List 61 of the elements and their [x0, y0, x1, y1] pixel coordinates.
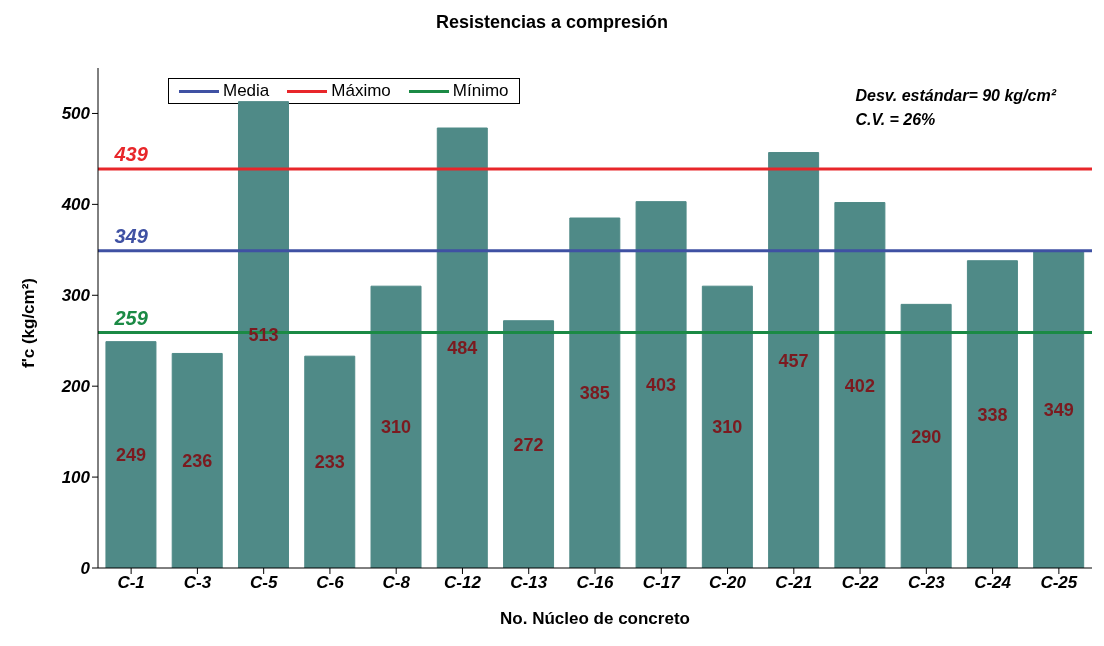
bar: [237, 101, 289, 568]
bar: [635, 201, 687, 568]
data-label: 236: [182, 451, 213, 472]
data-label: 385: [579, 383, 610, 404]
bar: [768, 152, 820, 568]
data-label: 310: [712, 417, 743, 438]
annotation: 349: [114, 224, 149, 247]
data-label: 233: [314, 452, 345, 473]
data-label: 402: [844, 375, 875, 396]
bar: [171, 352, 223, 568]
data-label: 272: [513, 434, 544, 455]
x-tick-label: C-20: [709, 573, 747, 593]
bar: [304, 355, 356, 568]
bar: [105, 341, 157, 568]
data-label: 349: [1043, 399, 1074, 420]
legend-label: Mínimo: [451, 81, 509, 101]
data-label: 403: [646, 375, 677, 396]
x-tick-label: C-17: [642, 573, 682, 593]
bar: [701, 285, 753, 568]
x-tick-label: C-12: [444, 573, 482, 593]
y-tick-label: 0: [80, 559, 91, 579]
legend-label: Máximo: [330, 81, 391, 101]
annotation: Desv. estándar= 90 kg/cm²: [855, 86, 1056, 106]
data-label: 457: [778, 350, 809, 371]
y-tick-label: 300: [61, 286, 91, 306]
x-tick-label: C-24: [974, 573, 1012, 593]
x-tick-label: C-8: [382, 573, 411, 593]
y-tick-label: 100: [61, 468, 91, 488]
data-label: 290: [911, 426, 942, 447]
x-tick-label: C-22: [841, 573, 880, 593]
bar: [569, 217, 621, 568]
data-label: 484: [447, 338, 478, 359]
x-tick-label: C-16: [576, 573, 614, 593]
x-tick-label: C-23: [907, 573, 946, 593]
y-tick-label: 500: [61, 104, 91, 124]
x-tick-label: C-6: [316, 573, 345, 593]
data-label: 310: [381, 417, 412, 438]
x-tick-label: C-1: [117, 573, 145, 593]
y-axis-title: f'c (kg/cm²): [19, 278, 39, 368]
annotation: 259: [113, 306, 149, 329]
bar: [834, 202, 886, 568]
x-tick-label: C-13: [510, 573, 548, 593]
x-tick-label: C-21: [775, 573, 813, 593]
x-tick-label: C-5: [249, 573, 278, 593]
data-label: 249: [115, 445, 146, 466]
bar: [436, 127, 488, 568]
legend-label: Media: [222, 81, 270, 101]
bar: [900, 303, 952, 568]
bar: [503, 320, 555, 568]
bar: [1033, 250, 1085, 568]
bar: [370, 285, 422, 568]
x-axis-title: No. Núcleo de concreto: [500, 609, 690, 628]
annotation: 439: [113, 142, 149, 165]
x-tick-label: C-25: [1040, 573, 1078, 593]
chart-title: Resistencias a compresión: [434, 12, 670, 33]
annotation: C.V. = 26%: [855, 110, 937, 130]
y-tick-label: 200: [60, 377, 91, 397]
bar: [966, 260, 1018, 568]
data-label: 338: [977, 404, 1008, 425]
y-tick-label: 400: [60, 195, 91, 215]
x-tick-label: C-3: [183, 573, 212, 593]
